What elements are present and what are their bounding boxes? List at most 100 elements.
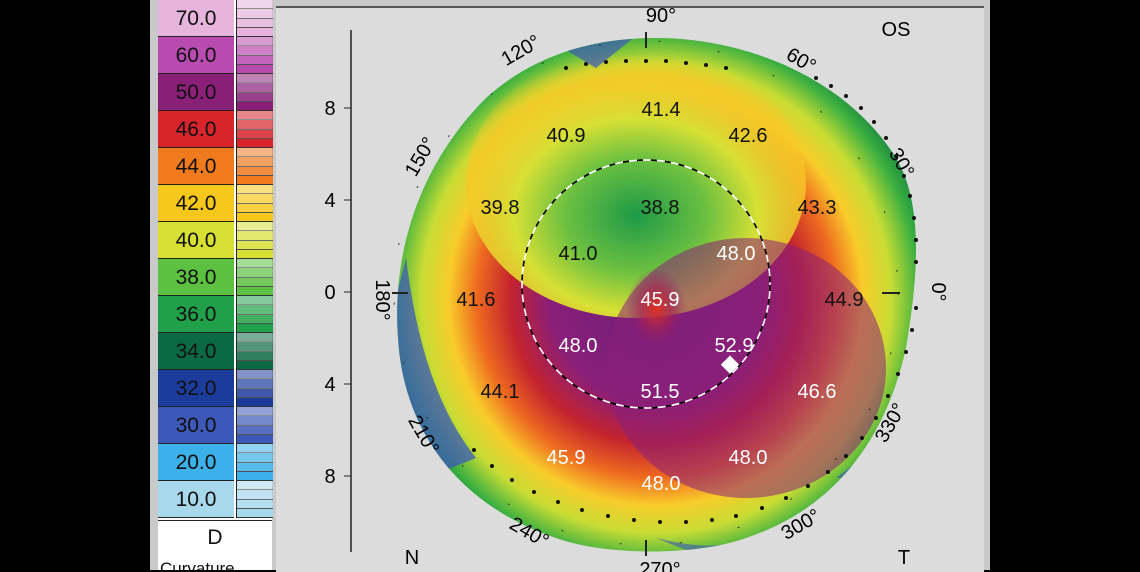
measurement-boundary-dots — [472, 59, 918, 524]
zone-value: 45.9 — [547, 447, 586, 469]
legend-swatch: 60.0 — [158, 37, 234, 74]
zone-value: 48.0 — [717, 243, 756, 265]
legend-swatch: 70.0 — [158, 0, 234, 37]
ramp-band — [237, 194, 273, 204]
ramp-band — [237, 166, 273, 176]
y-tick-label: 4 — [324, 374, 335, 396]
angle-label: 0° — [927, 282, 949, 301]
ramp-band — [237, 101, 273, 111]
angle-ring — [392, 32, 900, 556]
ramp-band — [237, 314, 273, 324]
ramp-band — [237, 490, 273, 500]
zone-value: 48.0 — [559, 335, 598, 357]
ramp-band — [237, 46, 273, 56]
angle-label: 180° — [371, 279, 393, 320]
ramp-band — [237, 203, 273, 213]
y-tick-label: 4 — [324, 190, 335, 212]
legend-swatch: 10.0 — [158, 481, 234, 518]
ramp-band — [237, 175, 273, 185]
pupil-outline — [521, 159, 771, 409]
ramp-band — [237, 286, 273, 296]
ramp-band — [237, 388, 273, 398]
zone-values: 41.4 40.9 42.6 39.8 38.8 43.3 41.0 48.0 … — [457, 99, 864, 495]
ramp-band — [237, 185, 273, 195]
ramp-band — [237, 148, 273, 158]
ramp-band — [237, 360, 273, 370]
eye-label: OS — [882, 19, 911, 41]
legend-swatch: 46.0 — [158, 111, 234, 148]
zone-value: 52.9 — [715, 335, 754, 357]
ramp-band — [237, 18, 273, 28]
ramp-band — [237, 212, 273, 222]
zone-value: 40.9 — [547, 125, 586, 147]
ramp-band — [237, 333, 273, 343]
zone-value: 44.9 — [825, 289, 864, 311]
ramp-band — [237, 120, 273, 130]
topography-map: 8 4 0 4 8 — [324, 8, 949, 572]
zone-value: 41.0 — [559, 243, 598, 265]
zone-value: 41.6 — [457, 289, 496, 311]
zone-value: 51.5 — [641, 381, 680, 403]
legend-swatch: 44.0 — [158, 148, 234, 185]
ramp-band — [237, 157, 273, 167]
ramp-band — [237, 268, 273, 278]
ramp-band — [237, 407, 273, 417]
y-tick-label: 8 — [324, 466, 335, 488]
ramp-band — [237, 27, 273, 37]
ramp-band — [237, 471, 273, 481]
ramp-band — [237, 129, 273, 139]
legend-swatch: 34.0 — [158, 333, 234, 370]
color-scale-legend: 70.0 60.0 50.0 46.0 44.0 42.0 40.0 38.0 36.0 34.0… — [158, 0, 234, 518]
zone-value: 38.8 — [641, 197, 680, 219]
ramp-band — [237, 240, 273, 250]
zone-value: 45.9 — [641, 289, 680, 311]
ramp-band — [237, 222, 273, 232]
ramp-band — [237, 37, 273, 47]
ramp-band — [237, 434, 273, 444]
ramp-band — [237, 481, 273, 491]
color-scale-ramp — [236, 0, 273, 518]
temporal-label: T — [898, 547, 910, 569]
legend-swatch: 20.0 — [158, 444, 234, 481]
zone-value: 41.4 — [642, 99, 681, 121]
ramp-band — [237, 9, 273, 19]
ramp-band — [237, 249, 273, 259]
legend-map-type-label: Curvature — [160, 559, 235, 570]
ramp-band — [237, 138, 273, 148]
legend-swatch: 32.0 — [158, 370, 234, 407]
ramp-band — [237, 231, 273, 241]
legend-swatch: 40.0 — [158, 222, 234, 259]
ramp-band — [237, 259, 273, 269]
ramp-band — [237, 92, 273, 102]
zone-value: 48.0 — [729, 447, 768, 469]
zone-value: 39.8 — [481, 197, 520, 219]
nasal-label: N — [405, 547, 419, 569]
zone-value: 48.0 — [642, 473, 681, 495]
ramp-band — [237, 499, 273, 509]
cursor-marker[interactable] — [720, 355, 740, 374]
legend-unit: D — [158, 520, 272, 555]
y-axis: 8 4 0 4 8 — [324, 30, 352, 552]
legend-swatch: 38.0 — [158, 259, 234, 296]
ramp-band — [237, 370, 273, 380]
ramp-band — [237, 55, 273, 65]
ramp-band — [237, 83, 273, 93]
ramp-band — [237, 453, 273, 463]
ramp-band — [237, 296, 273, 306]
ramp-band — [237, 111, 273, 121]
ramp-band — [237, 416, 273, 426]
ramp-band — [237, 351, 273, 361]
ramp-band — [237, 444, 273, 454]
legend-swatch: 50.0 — [158, 74, 234, 111]
angle-label: 270° — [639, 559, 680, 572]
zone-value: 42.6 — [729, 125, 768, 147]
ramp-band — [237, 64, 273, 74]
ramp-band — [237, 508, 273, 518]
ramp-band — [237, 305, 273, 315]
ramp-band — [237, 425, 273, 435]
legend-swatch: 36.0 — [158, 296, 234, 333]
ramp-band — [237, 462, 273, 472]
zone-value: 46.6 — [798, 381, 837, 403]
ramp-band — [237, 277, 273, 287]
zone-value: 43.3 — [798, 197, 837, 219]
